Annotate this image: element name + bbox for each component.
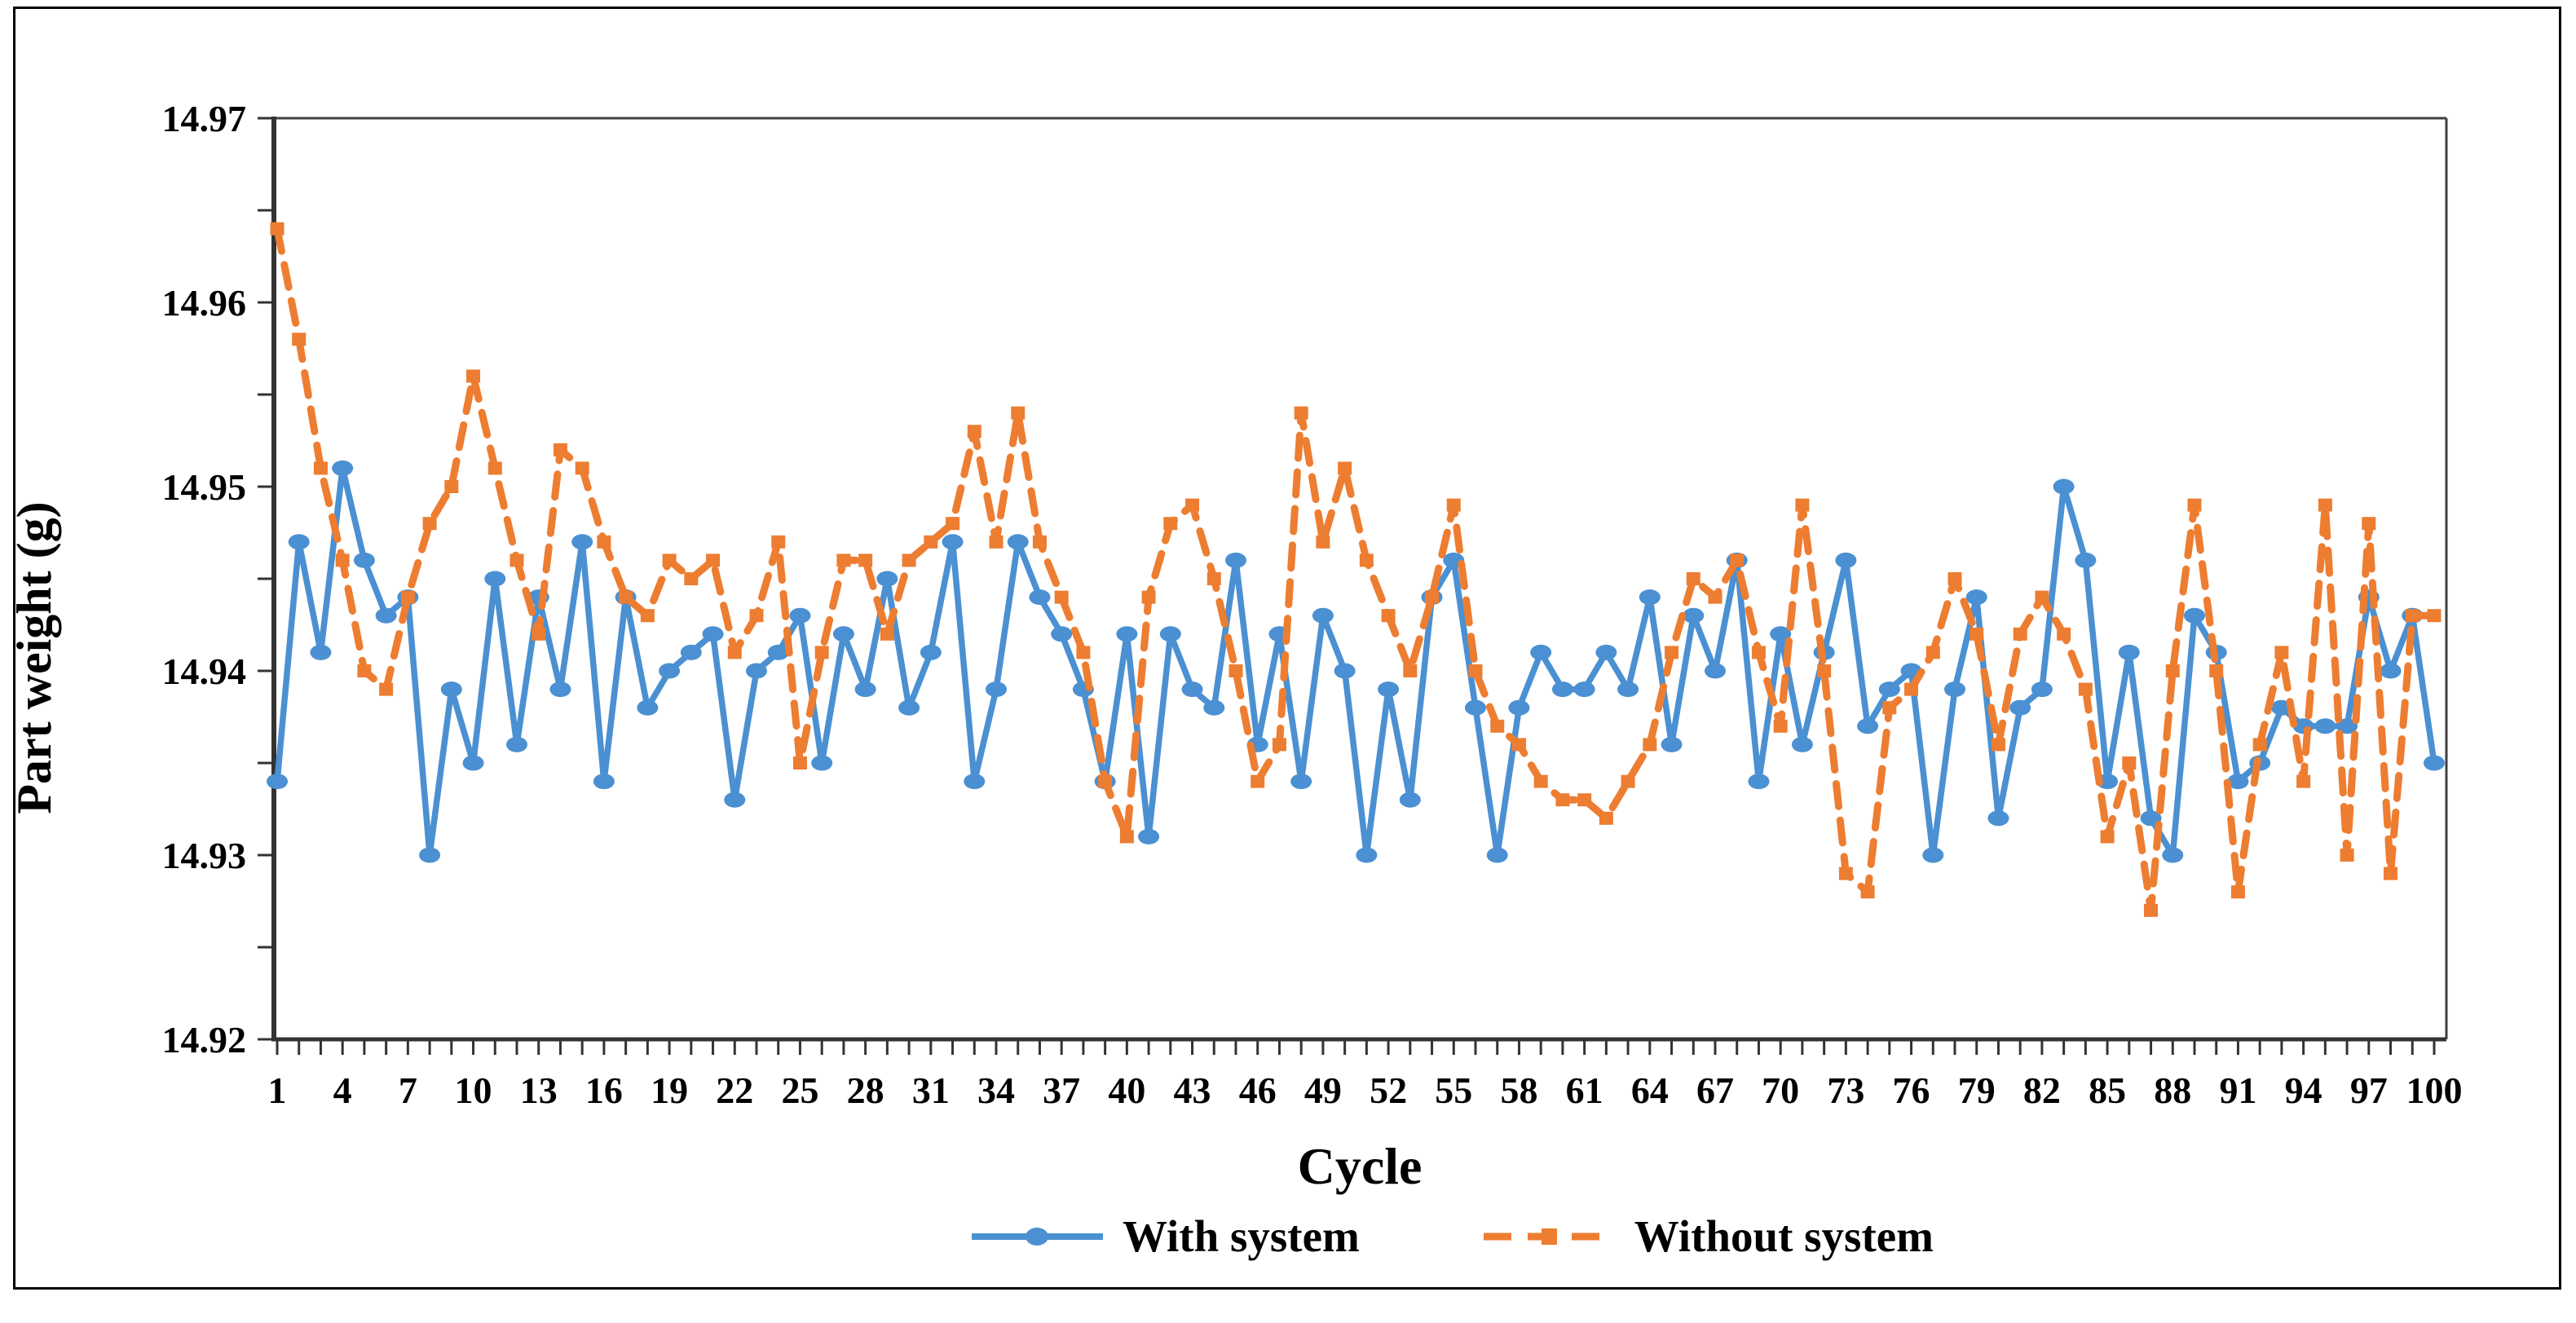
- svg-text:67: 67: [1696, 1069, 1734, 1111]
- y-axis-title: Part weight (g): [7, 501, 61, 814]
- legend-glyph-dashed-line-square-icon: [1483, 1228, 1615, 1245]
- svg-text:88: 88: [2154, 1069, 2191, 1111]
- svg-text:14.92: 14.92: [162, 1019, 247, 1061]
- svg-text:14.95: 14.95: [162, 466, 247, 508]
- svg-text:82: 82: [2023, 1069, 2061, 1111]
- svg-text:55: 55: [1435, 1069, 1472, 1111]
- x-axis-title: Cycle: [1297, 1137, 1423, 1195]
- legend-label-with-system: With system: [1123, 1211, 1360, 1261]
- svg-text:97: 97: [2350, 1069, 2388, 1111]
- legend: With system Without system: [970, 1208, 1934, 1265]
- svg-text:43: 43: [1174, 1069, 1211, 1111]
- svg-text:61: 61: [1566, 1069, 1603, 1111]
- svg-text:31: 31: [912, 1069, 950, 1111]
- svg-text:16: 16: [585, 1069, 623, 1111]
- svg-text:10: 10: [455, 1069, 492, 1111]
- legend-item-without-system: Without system: [1482, 1208, 1934, 1265]
- svg-text:91: 91: [2219, 1069, 2256, 1111]
- svg-text:49: 49: [1304, 1069, 1342, 1111]
- svg-text:76: 76: [1893, 1069, 1930, 1111]
- svg-text:46: 46: [1239, 1069, 1277, 1111]
- svg-text:14.94: 14.94: [162, 650, 247, 692]
- svg-text:73: 73: [1827, 1069, 1864, 1111]
- svg-text:40: 40: [1108, 1069, 1145, 1111]
- svg-text:14.96: 14.96: [162, 282, 247, 324]
- legend-item-with-system: With system: [970, 1208, 1360, 1265]
- svg-text:85: 85: [2089, 1069, 2126, 1111]
- svg-text:58: 58: [1500, 1069, 1537, 1111]
- svg-text:70: 70: [1762, 1069, 1799, 1111]
- svg-text:100: 100: [2406, 1069, 2463, 1111]
- svg-text:79: 79: [1958, 1069, 1996, 1111]
- legend-glyph-solid-line-circle-icon: [972, 1228, 1103, 1246]
- svg-text:28: 28: [847, 1069, 884, 1111]
- svg-text:64: 64: [1631, 1069, 1669, 1111]
- svg-text:94: 94: [2285, 1069, 2322, 1111]
- svg-text:1: 1: [268, 1069, 287, 1111]
- svg-text:22: 22: [716, 1069, 753, 1111]
- legend-label-without-system: Without system: [1634, 1211, 1934, 1261]
- svg-text:4: 4: [333, 1069, 352, 1111]
- svg-text:7: 7: [399, 1069, 417, 1111]
- svg-text:25: 25: [781, 1069, 818, 1111]
- svg-text:52: 52: [1370, 1069, 1407, 1111]
- svg-text:19: 19: [651, 1069, 688, 1111]
- svg-text:14.97: 14.97: [162, 98, 247, 139]
- svg-text:14.93: 14.93: [162, 835, 247, 876]
- svg-text:13: 13: [520, 1069, 558, 1111]
- svg-text:34: 34: [977, 1069, 1015, 1111]
- svg-text:37: 37: [1043, 1069, 1080, 1111]
